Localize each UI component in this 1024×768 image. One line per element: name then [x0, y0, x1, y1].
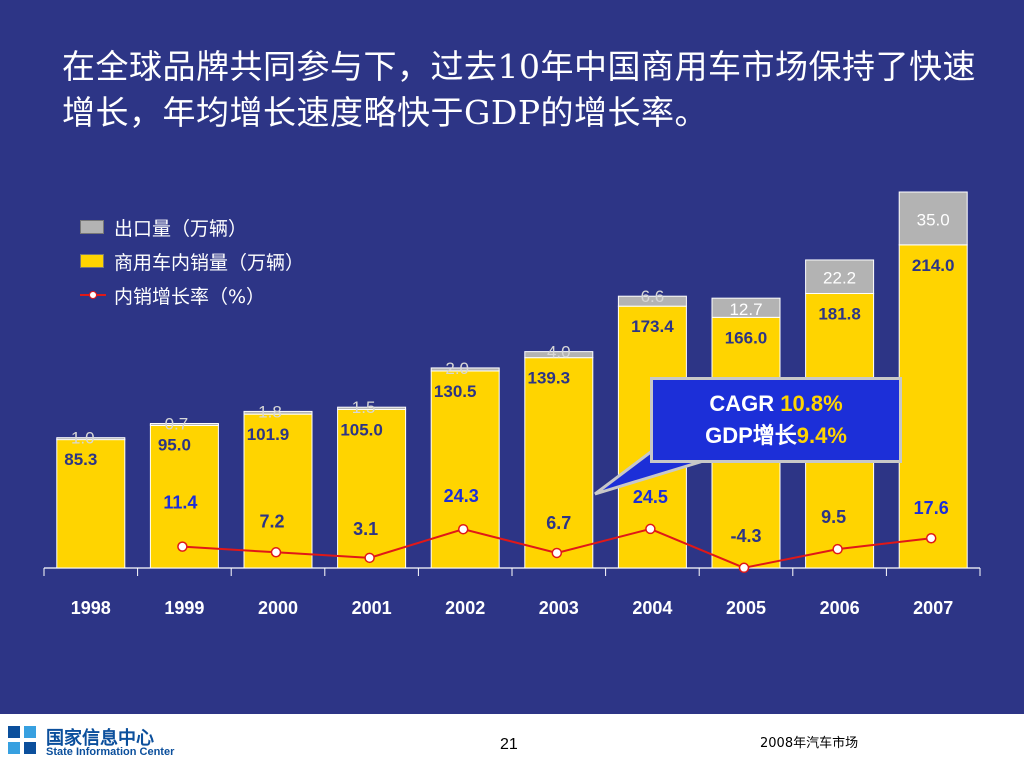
domestic-label: 214.0	[912, 256, 955, 275]
bar-domestic	[524, 357, 594, 569]
legend-swatch-export	[80, 220, 104, 234]
bar-export	[524, 351, 594, 359]
bar-export	[337, 406, 407, 410]
cagr-callout: CAGR 10.8% GDP增长9.4%	[650, 377, 902, 463]
x-tick-label: 2001	[352, 598, 392, 618]
domestic-label: 101.9	[247, 425, 290, 444]
growth-label: -4.3	[730, 526, 761, 546]
growth-label: 11.4	[163, 493, 197, 513]
bar-export	[711, 297, 781, 318]
growth-label: 6.7	[546, 513, 571, 533]
legend-domestic: 商用车内销量（万辆）	[80, 244, 304, 278]
bar-export	[243, 410, 313, 415]
domestic-label: 85.3	[64, 450, 97, 469]
export-label: 22.2	[823, 269, 856, 288]
org-name-cn: 国家信息中心	[46, 728, 154, 749]
export-label: 1.8	[258, 402, 282, 421]
export-label: 1.5	[352, 398, 376, 417]
legend-swatch-growth	[80, 288, 106, 302]
x-tick-label: 1999	[164, 598, 204, 618]
growth-point	[832, 543, 843, 555]
export-label: 0.7	[165, 414, 189, 433]
bar-domestic	[243, 413, 313, 569]
x-tick-label: 2004	[632, 598, 672, 618]
domestic-label: 130.5	[434, 382, 477, 401]
gdp-label: GDP增长	[705, 423, 797, 448]
bar-export	[149, 422, 219, 426]
legend-growth: 内销增长率（%）	[80, 278, 304, 312]
growth-point	[270, 547, 282, 558]
page-number: 21	[500, 736, 518, 753]
org-logo: 国家信息中心 State Information Center	[6, 720, 186, 764]
bar-export	[898, 191, 968, 246]
slide-title: 在全球品牌共同参与下，过去10年中国商用车市场保持了快速增长，年均增长速度略快于…	[62, 47, 976, 132]
chart: 1.0 85.3 1998 0.7 95.0 1999 1.8 101.9 2000 1.5 105…	[43, 191, 981, 618]
export-label: 6.6	[641, 287, 665, 306]
x-tick-label: 2003	[539, 598, 579, 618]
growth-label: 3.1	[353, 519, 378, 539]
growth-point	[645, 523, 656, 535]
growth-label: 24.3	[444, 486, 479, 506]
export-label: 4.0	[547, 343, 571, 362]
legend-export: 出口量（万辆）	[80, 210, 304, 244]
domestic-label: 139.3	[528, 369, 571, 388]
export-label: 1.0	[71, 429, 95, 448]
legend-label-domestic: 商用车内销量（万辆）	[114, 251, 305, 274]
domestic-label: 173.4	[631, 317, 674, 336]
export-label: 2.0	[445, 359, 469, 378]
growth-label: 9.5	[821, 507, 846, 527]
growth-label: 24.5	[633, 487, 668, 507]
x-tick-label: 1998	[71, 598, 111, 618]
growth-point	[457, 523, 469, 535]
domestic-label: 95.0	[158, 436, 191, 455]
cagr-value: 10.8%	[780, 391, 843, 416]
logo-icon	[8, 726, 36, 754]
legend-label-growth: 内销增长率（%）	[114, 285, 266, 308]
growth-point	[364, 552, 375, 564]
x-tick-label: 2007	[913, 598, 953, 618]
footer: 国家信息中心 State Information Center 21 2008年…	[0, 714, 1024, 768]
x-tick-label: 2006	[820, 598, 860, 618]
bar-export	[805, 259, 875, 294]
bar-domestic	[337, 408, 407, 569]
legend: 出口量（万辆） 商用车内销量（万辆） 内销增长率（%）	[80, 210, 304, 312]
export-label: 12.7	[729, 300, 762, 319]
x-tick-label: 2005	[726, 598, 766, 618]
org-name-en: State Information Center	[46, 746, 175, 758]
legend-swatch-domestic	[80, 254, 104, 268]
domestic-label: 105.0	[340, 420, 383, 439]
growth-point	[551, 547, 563, 559]
bar-export	[430, 367, 500, 372]
bar-export	[617, 295, 687, 307]
x-tick-label: 2000	[258, 598, 298, 618]
growth-point	[738, 562, 750, 574]
cagr-label: CAGR	[709, 391, 781, 416]
growth-point	[177, 541, 188, 552]
footer-note: 2008年汽车市场	[760, 736, 859, 751]
domestic-label: 166.0	[725, 328, 768, 347]
growth-point	[925, 532, 937, 544]
legend-label-export: 出口量（万辆）	[114, 217, 248, 240]
bar-domestic	[898, 244, 968, 569]
growth-label: 7.2	[259, 511, 284, 531]
export-label: 35.0	[917, 210, 950, 229]
bar-export	[56, 437, 126, 441]
domestic-label: 181.8	[818, 304, 861, 323]
gdp-value: 9.4%	[796, 423, 847, 448]
x-tick-label: 2002	[445, 598, 485, 618]
growth-label: 17.6	[914, 498, 949, 518]
